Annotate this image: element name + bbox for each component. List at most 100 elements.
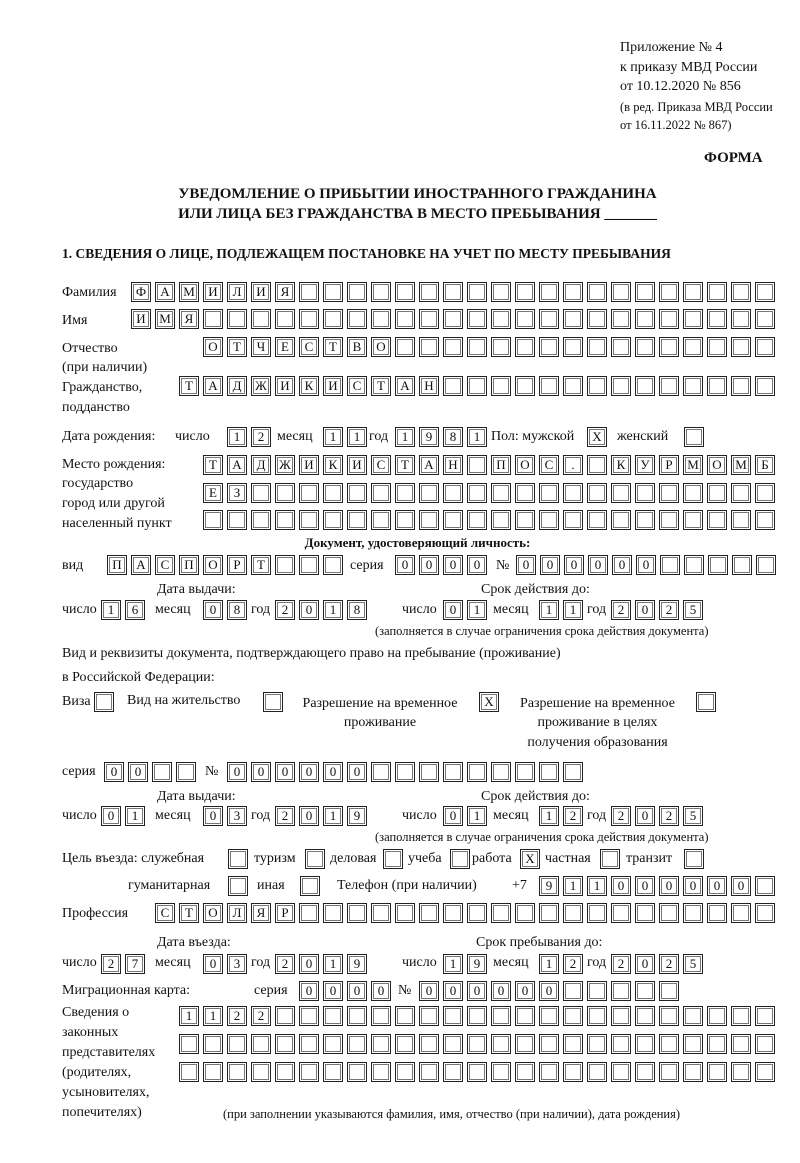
id-issue-year-box[interactable]: 0	[299, 600, 319, 620]
legal1-box[interactable]	[395, 1006, 415, 1026]
surname-box[interactable]	[323, 282, 343, 302]
profession-box[interactable]	[395, 903, 415, 923]
profession-box[interactable]	[515, 903, 535, 923]
phone-box[interactable]: 0	[611, 876, 631, 896]
id-number-box[interactable]: 0	[612, 555, 632, 575]
name-box[interactable]	[443, 309, 463, 329]
citizenship-box[interactable]: А	[395, 376, 415, 396]
name-box[interactable]	[251, 309, 271, 329]
legal2-box[interactable]	[347, 1034, 367, 1054]
surname-box[interactable]	[395, 282, 415, 302]
name-box[interactable]	[563, 309, 583, 329]
id-kind-box[interactable]: О	[203, 555, 223, 575]
mc-number-box[interactable]	[659, 981, 679, 1001]
rd-issue-year-box[interactable]: 0	[299, 806, 319, 826]
legal2-box[interactable]	[419, 1034, 439, 1054]
profession-box[interactable]: О	[203, 903, 223, 923]
legal1-box[interactable]: 2	[227, 1006, 247, 1026]
surname-box[interactable]	[563, 282, 583, 302]
trp-box[interactable]: X	[479, 692, 499, 712]
citizenship-box[interactable]	[491, 376, 511, 396]
id-valid-month-box[interactable]: 1	[539, 600, 559, 620]
legal3-box[interactable]	[539, 1062, 559, 1082]
surname-box[interactable]	[707, 282, 727, 302]
legal3-box[interactable]	[611, 1062, 631, 1082]
patronymic-box[interactable]: В	[347, 337, 367, 357]
id-number-box[interactable]	[684, 555, 704, 575]
legal1-box[interactable]: 1	[203, 1006, 223, 1026]
surname-box[interactable]: Я	[275, 282, 295, 302]
legal2-box[interactable]	[755, 1034, 775, 1054]
rd-number-box[interactable]	[419, 762, 439, 782]
name-box[interactable]	[467, 309, 487, 329]
birthplace3-box[interactable]	[299, 510, 319, 530]
patronymic-box[interactable]	[563, 337, 583, 357]
rd-number-box[interactable]: 0	[323, 762, 343, 782]
birthplace1-box[interactable]: Н	[443, 455, 463, 475]
birthplace3-box[interactable]	[683, 510, 703, 530]
id-issue-day-box[interactable]: 1	[101, 600, 121, 620]
birthplace1-box[interactable]: А	[419, 455, 439, 475]
entry-day-box[interactable]: 7	[125, 954, 145, 974]
id-kind-box[interactable]: С	[155, 555, 175, 575]
name-box[interactable]: Я	[179, 309, 199, 329]
legal3-box[interactable]	[707, 1062, 727, 1082]
birthplace1-box[interactable]: К	[611, 455, 631, 475]
patronymic-box[interactable]	[587, 337, 607, 357]
birthplace2-box[interactable]	[251, 483, 271, 503]
birth-day-box[interactable]: 1	[227, 427, 247, 447]
patronymic-box[interactable]	[443, 337, 463, 357]
birthplace1-box[interactable]: И	[347, 455, 367, 475]
name-box[interactable]	[515, 309, 535, 329]
profession-box[interactable]: Л	[227, 903, 247, 923]
legal2-box[interactable]	[275, 1034, 295, 1054]
birth-year-box[interactable]: 8	[443, 427, 463, 447]
entry-year-box[interactable]: 9	[347, 954, 367, 974]
name-box[interactable]	[227, 309, 247, 329]
birthplace1-box[interactable]: Ж	[275, 455, 295, 475]
phone-box[interactable]	[755, 876, 775, 896]
legal3-box[interactable]	[179, 1062, 199, 1082]
name-box[interactable]	[707, 309, 727, 329]
id-series-box[interactable]: 0	[419, 555, 439, 575]
legal3-box[interactable]	[563, 1062, 583, 1082]
profession-box[interactable]	[347, 903, 367, 923]
rd-valid-day-box[interactable]: 1	[467, 806, 487, 826]
profession-box[interactable]	[731, 903, 751, 923]
sex-female-box[interactable]	[684, 427, 704, 447]
surname-box[interactable]	[635, 282, 655, 302]
rd-number-box[interactable]: 0	[299, 762, 319, 782]
surname-box[interactable]	[299, 282, 319, 302]
surname-box[interactable]: И	[251, 282, 271, 302]
id-kind-box[interactable]	[323, 555, 343, 575]
legal3-box[interactable]	[203, 1062, 223, 1082]
id-kind-box[interactable]	[275, 555, 295, 575]
legal1-box[interactable]	[275, 1006, 295, 1026]
name-box[interactable]	[491, 309, 511, 329]
patronymic-box[interactable]	[467, 337, 487, 357]
name-box[interactable]	[347, 309, 367, 329]
mc-series-box[interactable]: 0	[323, 981, 343, 1001]
citizenship-box[interactable]	[611, 376, 631, 396]
stay-month-box[interactable]: 1	[539, 954, 559, 974]
legal3-box[interactable]	[299, 1062, 319, 1082]
phone-box[interactable]: 0	[731, 876, 751, 896]
stay-day-box[interactable]: 1	[443, 954, 463, 974]
birth-year-box[interactable]: 9	[419, 427, 439, 447]
id-number-box[interactable]	[756, 555, 776, 575]
entry-day-box[interactable]: 2	[101, 954, 121, 974]
id-number-box[interactable]	[660, 555, 680, 575]
legal1-box[interactable]	[635, 1006, 655, 1026]
profession-box[interactable]	[707, 903, 727, 923]
id-series-box[interactable]: 0	[443, 555, 463, 575]
mc-series-box[interactable]: 0	[299, 981, 319, 1001]
mc-number-box[interactable]	[611, 981, 631, 1001]
birthplace2-box[interactable]	[491, 483, 511, 503]
legal3-box[interactable]	[395, 1062, 415, 1082]
id-kind-box[interactable]: П	[107, 555, 127, 575]
patronymic-box[interactable]	[659, 337, 679, 357]
birthplace3-box[interactable]	[203, 510, 223, 530]
p-humanitarian-box[interactable]	[228, 876, 248, 896]
surname-box[interactable]	[611, 282, 631, 302]
profession-box[interactable]: Р	[275, 903, 295, 923]
